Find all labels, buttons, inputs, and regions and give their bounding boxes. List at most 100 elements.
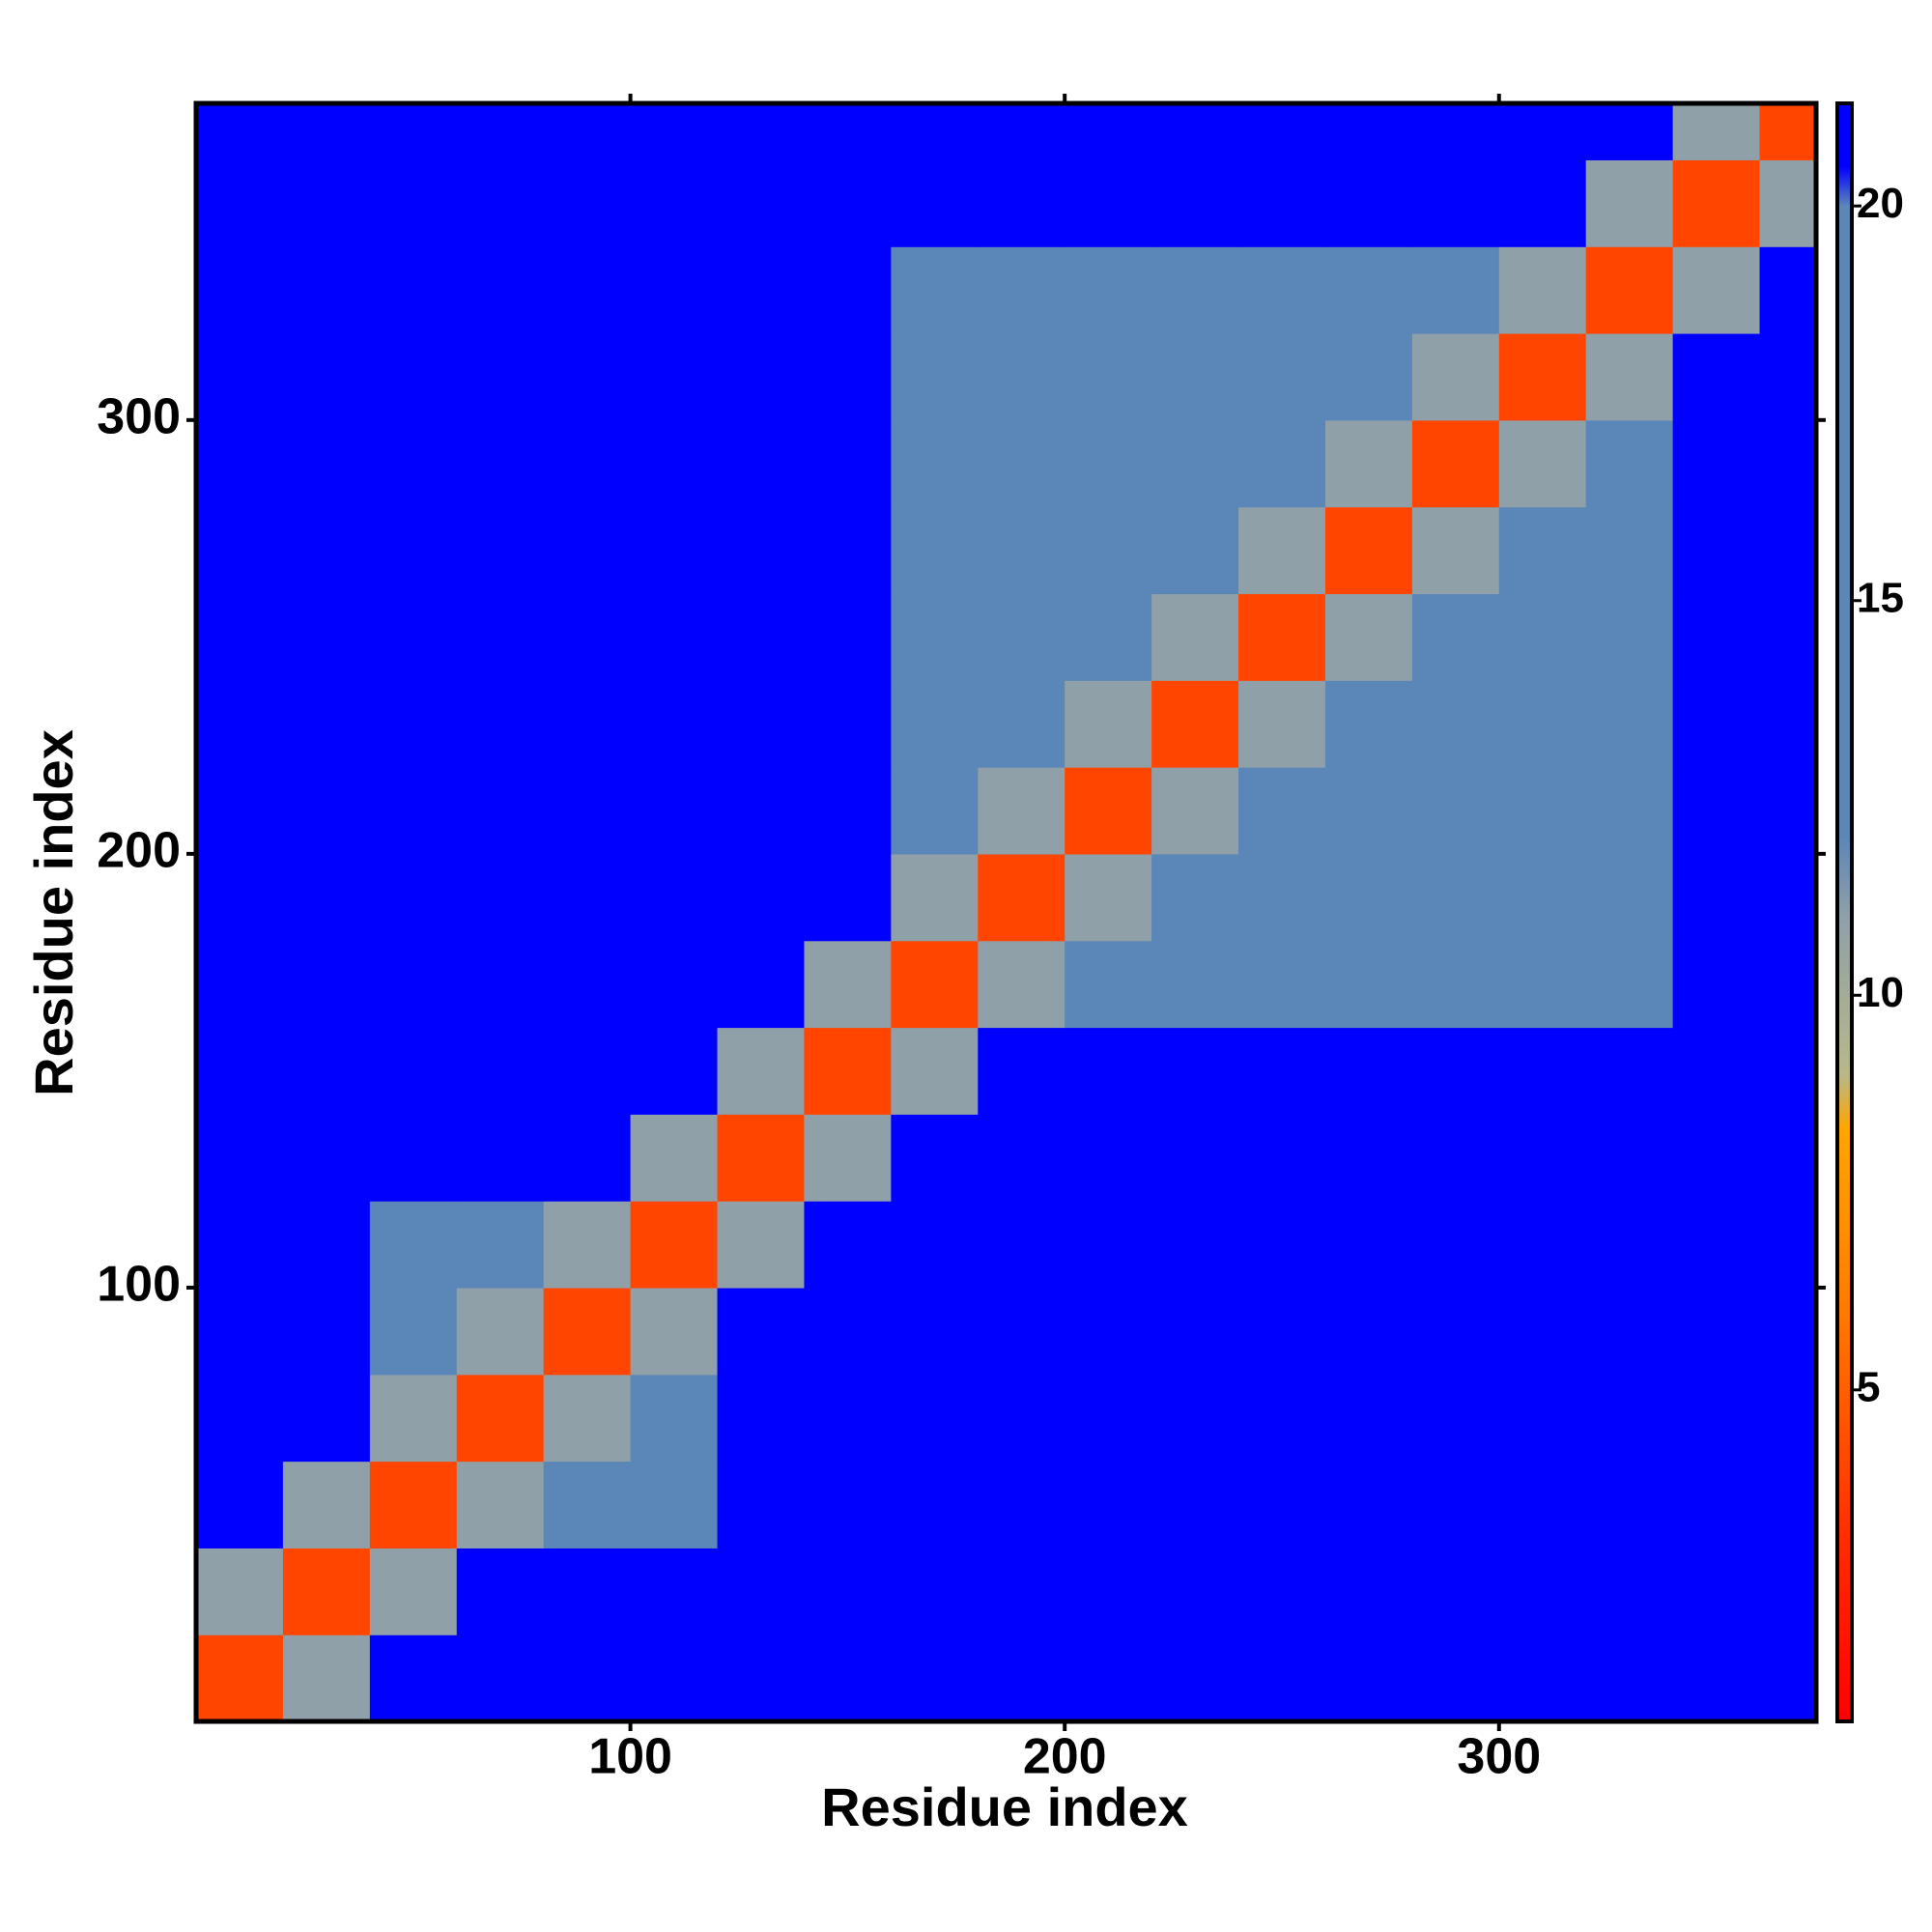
heatmap-cell xyxy=(978,333,1065,421)
heatmap-cell xyxy=(1238,506,1326,595)
heatmap-cell xyxy=(1498,1634,1587,1722)
heatmap-cell xyxy=(196,246,284,334)
heatmap-cell xyxy=(1238,1548,1326,1635)
heatmap-cell xyxy=(1065,1548,1152,1635)
heatmap-cell xyxy=(717,419,806,508)
heatmap-cell xyxy=(1672,1634,1761,1722)
heatmap-cell xyxy=(1411,506,1500,595)
heatmap-cell xyxy=(543,1374,632,1463)
heatmap-cell xyxy=(1411,1201,1500,1289)
heatmap-cell xyxy=(1151,1461,1239,1548)
heatmap-cell xyxy=(1759,103,1817,160)
heatmap-cell xyxy=(1759,1374,1817,1463)
heatmap-cell xyxy=(1151,1287,1239,1376)
heatmap-cell xyxy=(1324,246,1413,334)
heatmap-cell xyxy=(369,159,458,247)
heatmap-cell xyxy=(717,1548,806,1635)
heatmap-cell xyxy=(1238,1027,1326,1115)
heatmap-cell xyxy=(891,1201,979,1289)
heatmap-cell xyxy=(1151,159,1239,247)
heatmap-cell xyxy=(1672,506,1761,595)
heatmap-cell xyxy=(1151,333,1239,421)
heatmap-cell xyxy=(1672,1374,1761,1463)
heatmap-cell xyxy=(1411,1461,1500,1548)
heatmap-cell xyxy=(891,1114,979,1202)
heatmap-cell xyxy=(978,1374,1065,1463)
heatmap-cell xyxy=(1498,1548,1587,1635)
heatmap-cell xyxy=(978,159,1065,247)
heatmap-cell xyxy=(1672,1287,1761,1376)
heatmap-cell xyxy=(196,1287,284,1376)
heatmap-cell xyxy=(891,1548,979,1635)
heatmap-cell xyxy=(369,1201,458,1289)
heatmap-cell xyxy=(717,246,806,334)
heatmap-cell xyxy=(1672,1548,1761,1635)
heatmap-cell xyxy=(1585,333,1674,421)
heatmap-cell xyxy=(1238,419,1326,508)
heatmap-cell xyxy=(1065,593,1152,681)
heatmap-cell xyxy=(369,767,458,855)
heatmap-cell xyxy=(1585,419,1674,508)
heatmap-cell xyxy=(1411,853,1500,942)
heatmap-cell xyxy=(1585,159,1674,247)
heatmap-cell xyxy=(1065,940,1152,1029)
x-tick-label: 300 xyxy=(1457,1729,1541,1785)
heatmap-cell xyxy=(891,1287,979,1376)
heatmap-cell xyxy=(1238,159,1326,247)
heatmap-cell xyxy=(456,680,545,768)
heatmap-cell xyxy=(1151,593,1239,681)
heatmap-cell xyxy=(369,1287,458,1376)
heatmap-cell xyxy=(543,1287,632,1376)
heatmap-cell xyxy=(978,1548,1065,1635)
heatmap-cell xyxy=(1238,333,1326,421)
heatmap-cell xyxy=(1151,1634,1239,1722)
heatmap-cell xyxy=(1411,940,1500,1029)
heatmap-cell xyxy=(1498,506,1587,595)
x-tick-label: 200 xyxy=(1023,1729,1107,1785)
heatmap-cell xyxy=(1238,767,1326,855)
heatmap-cell xyxy=(1065,506,1152,595)
heatmap-cell xyxy=(543,1634,632,1722)
heatmap-cell xyxy=(630,1201,719,1289)
heatmap-cell xyxy=(804,767,892,855)
heatmap-cell xyxy=(369,940,458,1029)
heatmap-cell xyxy=(543,593,632,681)
heatmap-cell xyxy=(282,1027,371,1115)
heatmap-cell xyxy=(369,246,458,334)
heatmap-cell xyxy=(804,940,892,1029)
y-axis-title: Residue index xyxy=(23,729,84,1096)
heatmap-cell xyxy=(543,159,632,247)
heatmap-cell xyxy=(196,767,284,855)
heatmap-cell xyxy=(1498,1461,1587,1548)
heatmap-cell xyxy=(1672,1027,1761,1115)
heatmap-cell xyxy=(717,1461,806,1548)
heatmap-cell xyxy=(804,506,892,595)
heatmap-cell xyxy=(891,853,979,942)
heatmap-cell xyxy=(1498,333,1587,421)
heatmap-cell xyxy=(630,103,719,160)
heatmap-cell xyxy=(891,680,979,768)
heatmap-cell xyxy=(804,1461,892,1548)
heatmap-cell xyxy=(978,1461,1065,1548)
heatmap-cell xyxy=(196,853,284,942)
colorbar-tick-label: 20 xyxy=(1857,180,1904,227)
heatmap-cell xyxy=(891,1461,979,1548)
heatmap-cell xyxy=(1672,419,1761,508)
heatmap-cell xyxy=(1324,159,1413,247)
heatmap-cell xyxy=(456,1201,545,1289)
heatmap-cell xyxy=(630,246,719,334)
heatmap-cell xyxy=(1065,159,1152,247)
heatmap-cell xyxy=(804,1548,892,1635)
heatmap-cell xyxy=(804,246,892,334)
heatmap-cell xyxy=(891,333,979,421)
heatmap-cell xyxy=(1498,767,1587,855)
heatmap-cell xyxy=(369,680,458,768)
heatmap-cell xyxy=(630,506,719,595)
heatmap-cell xyxy=(543,1114,632,1202)
heatmap-cell xyxy=(1151,1027,1239,1115)
heatmap-cell xyxy=(717,159,806,247)
heatmap-cell xyxy=(1759,246,1817,334)
heatmap-cell xyxy=(543,767,632,855)
heatmap-cell xyxy=(543,103,632,160)
heatmap-cell xyxy=(456,1461,545,1548)
